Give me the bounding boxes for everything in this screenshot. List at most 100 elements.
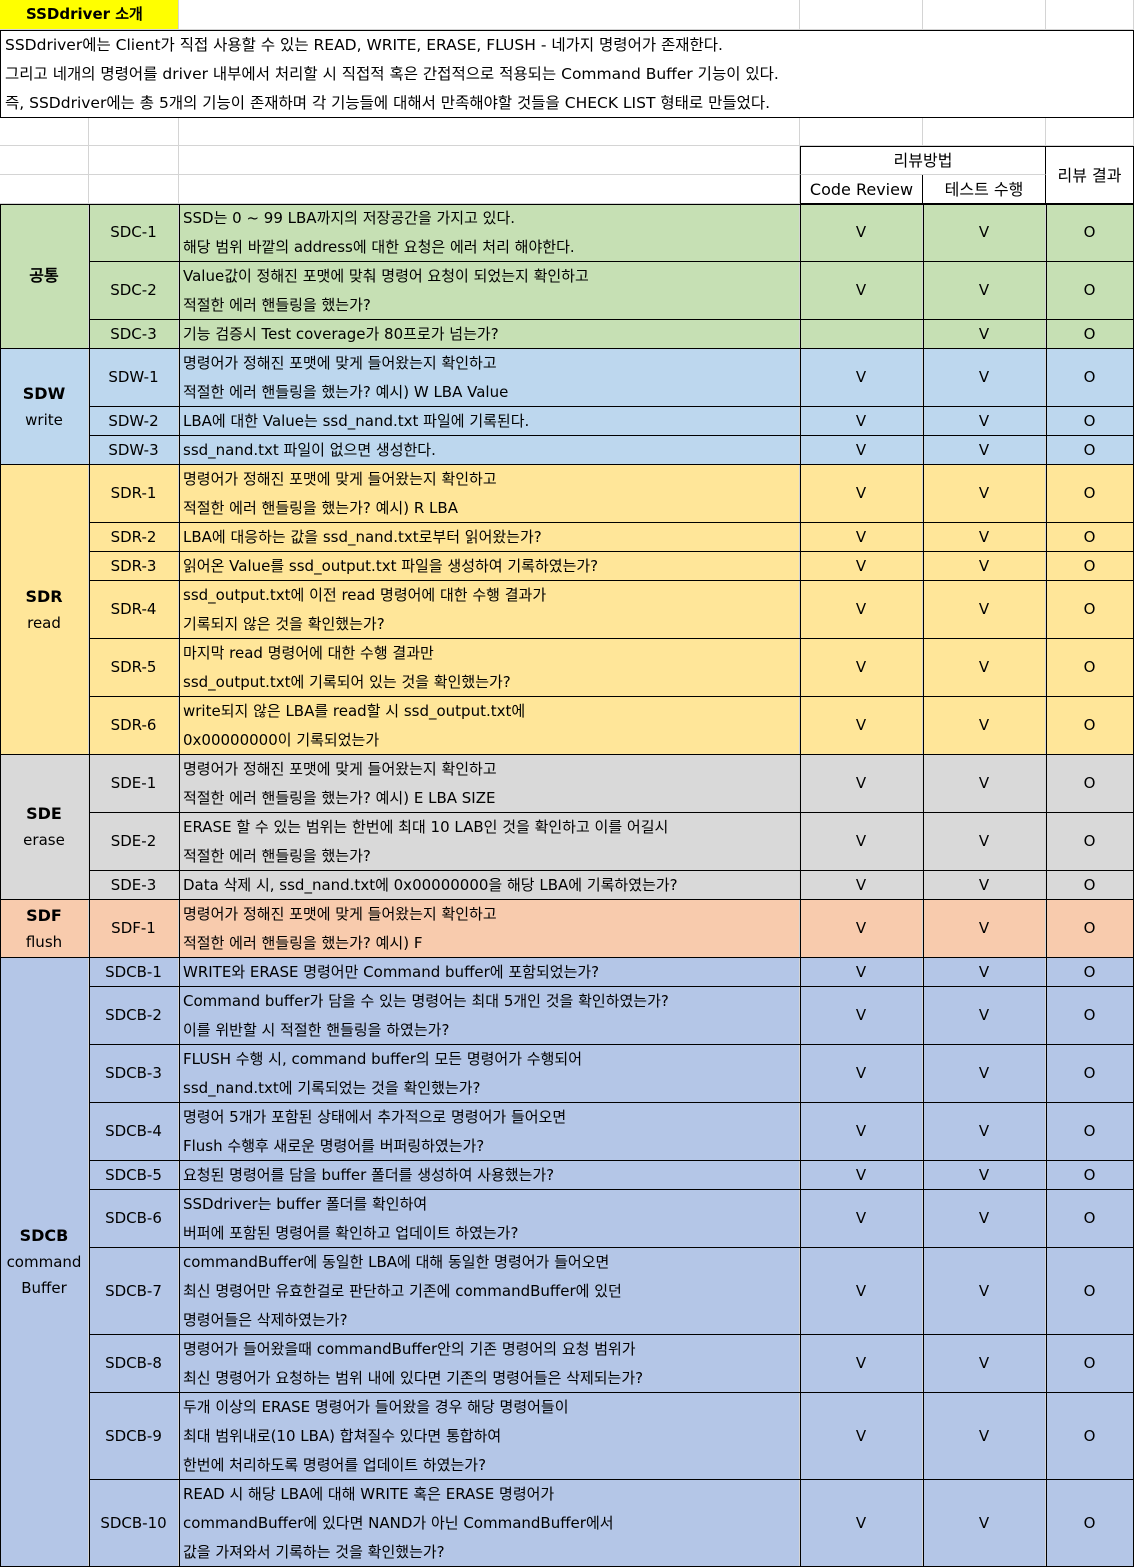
result-mark[interactable]: O [1046,697,1134,755]
item-description[interactable]: SSDdriver는 buffer 폴더를 확인하여 버퍼에 포함된 명령어를 … [179,1190,800,1248]
item-description[interactable]: ssd_output.txt에 이전 read 명령어에 대한 수행 결과가 기… [179,581,800,639]
code-review-mark[interactable]: V [800,436,923,465]
test-mark[interactable]: V [923,871,1046,900]
result-mark[interactable]: O [1046,1103,1134,1161]
item-description[interactable]: commandBuffer에 동일한 LBA에 대해 동일한 명령어가 들어오면… [179,1248,800,1335]
test-mark[interactable]: V [923,1190,1046,1248]
test-header[interactable]: 테스트 수행 [923,175,1046,204]
result-mark[interactable]: O [1046,1480,1134,1567]
empty-cell[interactable] [0,146,89,175]
code-review-mark[interactable]: V [800,1103,923,1161]
test-mark[interactable]: V [923,1045,1046,1103]
item-id[interactable]: SDCB-2 [89,987,179,1045]
item-description[interactable]: FLUSH 수행 시, command buffer의 모든 명령어가 수행되어… [179,1045,800,1103]
item-id[interactable]: SDR-5 [89,639,179,697]
group-cell[interactable]: SDCB command Buffer [0,958,89,1567]
code-review-mark[interactable]: V [800,1248,923,1335]
test-mark[interactable]: V [923,1480,1046,1567]
code-review-mark[interactable]: V [800,349,923,407]
item-id[interactable]: SDR-3 [89,552,179,581]
test-mark[interactable]: V [923,407,1046,436]
empty-cell[interactable] [923,118,1046,146]
empty-cell[interactable] [89,175,179,204]
item-description[interactable]: LBA에 대응하는 값을 ssd_nand.txt로부터 읽어왔는가? [179,523,800,552]
item-description[interactable]: LBA에 대한 Value는 ssd_nand.txt 파일에 기록된다. [179,407,800,436]
item-id[interactable]: SDCB-10 [89,1480,179,1567]
code-review-mark[interactable]: V [800,581,923,639]
group-cell[interactable]: SDR read [0,465,89,755]
item-description[interactable]: write되지 않은 LBA를 read할 시 ssd_output.txt에 … [179,697,800,755]
result-mark[interactable]: O [1046,581,1134,639]
empty-cell[interactable] [0,118,89,146]
item-id[interactable]: SDCB-3 [89,1045,179,1103]
code-review-mark[interactable]: V [800,552,923,581]
code-review-mark[interactable]: V [800,407,923,436]
result-mark[interactable]: O [1046,987,1134,1045]
item-description[interactable]: 요청된 명령어를 담을 buffer 폴더를 생성하여 사용했는가? [179,1161,800,1190]
item-id[interactable]: SDE-3 [89,871,179,900]
empty-cell[interactable] [89,118,179,146]
test-mark[interactable]: V [923,1161,1046,1190]
empty-cell[interactable] [89,146,179,175]
test-mark[interactable]: V [923,320,1046,349]
empty-cell[interactable] [1046,0,1134,30]
item-description[interactable]: 읽어온 Value를 ssd_output.txt 파일을 생성하여 기록하였는… [179,552,800,581]
result-mark[interactable]: O [1046,407,1134,436]
result-mark[interactable]: O [1046,813,1134,871]
item-id[interactable]: SDE-2 [89,813,179,871]
item-id[interactable]: SDC-3 [89,320,179,349]
item-description[interactable]: 명령어가 정해진 포맷에 맞게 들어왔는지 확인하고 적절한 에러 핸들링을 했… [179,349,800,407]
code-review-mark[interactable] [800,320,923,349]
item-id[interactable]: SDW-3 [89,436,179,465]
test-mark[interactable]: V [923,900,1046,958]
result-mark[interactable]: O [1046,1335,1134,1393]
test-mark[interactable]: V [923,552,1046,581]
item-description[interactable]: 두개 이상의 ERASE 명령어가 들어왔을 경우 해당 명령어들이 최대 범위… [179,1393,800,1480]
item-id[interactable]: SDR-1 [89,465,179,523]
item-id[interactable]: SDR-6 [89,697,179,755]
empty-cell[interactable] [0,175,89,204]
empty-cell[interactable] [179,118,800,146]
intro-text[interactable]: SSDdriver에는 Client가 직접 사용할 수 있는 READ, WR… [0,30,1134,118]
empty-cell[interactable] [923,0,1046,30]
item-description[interactable]: SSD는 0 ~ 99 LBA까지의 저장공간을 가지고 있다. 해당 범위 바… [179,204,800,262]
test-mark[interactable]: V [923,581,1046,639]
result-mark[interactable]: O [1046,1248,1134,1335]
item-id[interactable]: SDCB-9 [89,1393,179,1480]
test-mark[interactable]: V [923,1248,1046,1335]
empty-cell[interactable] [179,146,800,175]
result-mark[interactable]: O [1046,1045,1134,1103]
item-id[interactable]: SDC-2 [89,262,179,320]
code-review-mark[interactable]: V [800,1480,923,1567]
sheet-title[interactable]: SSDdriver 소개 [0,0,179,30]
empty-cell[interactable] [800,0,923,30]
item-id[interactable]: SDCB-5 [89,1161,179,1190]
result-mark[interactable]: O [1046,871,1134,900]
item-description[interactable]: Command buffer가 담을 수 있는 명령어는 최대 5개인 것을 확… [179,987,800,1045]
result-mark[interactable]: O [1046,1393,1134,1480]
item-description[interactable]: WRITE와 ERASE 명령어만 Command buffer에 포함되었는가… [179,958,800,987]
item-description[interactable]: Data 삭제 시, ssd_nand.txt에 0x00000000을 해당 … [179,871,800,900]
group-cell[interactable]: SDW write [0,349,89,465]
item-id[interactable]: SDCB-7 [89,1248,179,1335]
code-review-mark[interactable]: V [800,1335,923,1393]
item-description[interactable]: 기능 검증시 Test coverage가 80프로가 넘는가? [179,320,800,349]
item-id[interactable]: SDC-1 [89,204,179,262]
test-mark[interactable]: V [923,523,1046,552]
test-mark[interactable]: V [923,755,1046,813]
code-review-mark[interactable]: V [800,987,923,1045]
test-mark[interactable]: V [923,697,1046,755]
code-review-mark[interactable]: V [800,755,923,813]
test-mark[interactable]: V [923,639,1046,697]
result-mark[interactable]: O [1046,349,1134,407]
test-mark[interactable]: V [923,813,1046,871]
result-mark[interactable]: O [1046,465,1134,523]
item-description[interactable]: 명령어가 정해진 포맷에 맞게 들어왔는지 확인하고 적절한 에러 핸들링을 했… [179,900,800,958]
test-mark[interactable]: V [923,958,1046,987]
result-mark[interactable]: O [1046,262,1134,320]
group-cell[interactable]: SDF flush [0,900,89,958]
code-review-mark[interactable]: V [800,900,923,958]
item-description[interactable]: 명령어가 들어왔을때 commandBuffer안의 기존 명령어의 요청 범위… [179,1335,800,1393]
item-id[interactable]: SDF-1 [89,900,179,958]
test-mark[interactable]: V [923,465,1046,523]
